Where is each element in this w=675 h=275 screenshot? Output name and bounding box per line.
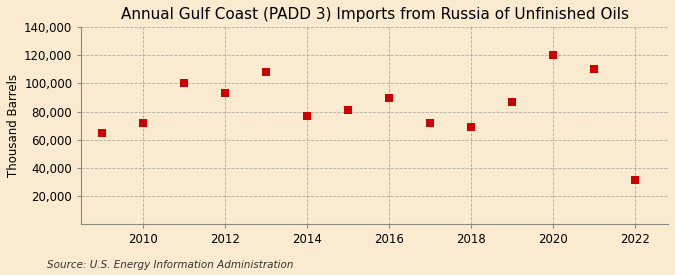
Point [138,121,148,125]
Point [302,114,313,118]
Point [261,70,271,75]
Y-axis label: Thousand Barrels: Thousand Barrels [7,74,20,177]
Point [548,53,559,57]
Point [466,125,477,129]
Point [630,178,641,183]
Point [343,108,354,112]
Text: Source: U.S. Energy Information Administration: Source: U.S. Energy Information Administ… [47,260,294,270]
Point [507,100,518,104]
Point [589,67,599,72]
Title: Annual Gulf Coast (PADD 3) Imports from Russia of Unfinished Oils: Annual Gulf Coast (PADD 3) Imports from … [121,7,628,22]
Point [219,91,230,95]
Point [97,130,107,135]
Point [425,121,435,125]
Point [179,81,190,86]
Point [383,95,394,100]
